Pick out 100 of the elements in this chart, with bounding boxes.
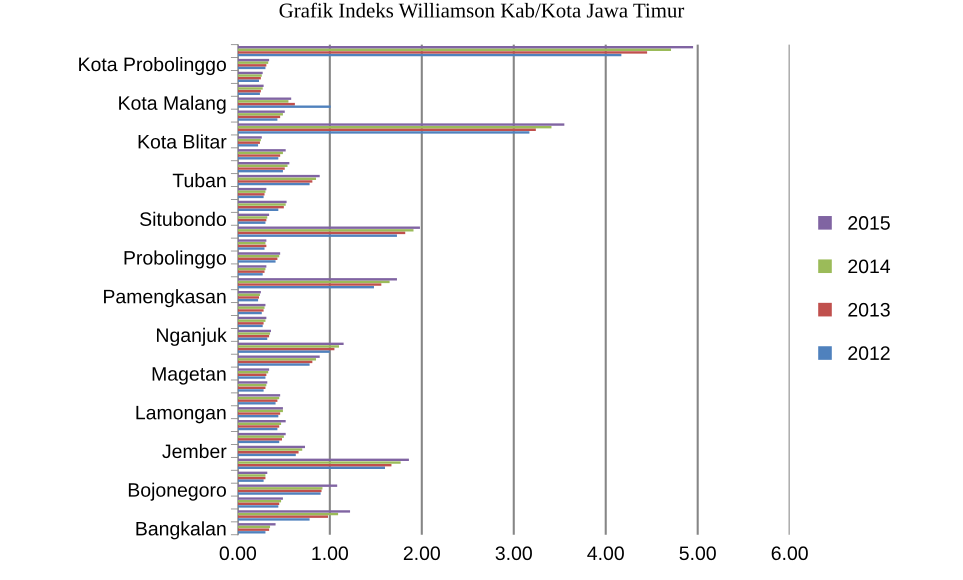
y-tick-label: Jember — [162, 444, 226, 458]
bar — [238, 402, 276, 404]
bar — [238, 265, 266, 268]
bar — [238, 306, 265, 309]
bar — [238, 394, 280, 397]
bar — [238, 142, 260, 144]
bar — [238, 350, 330, 353]
bar — [238, 436, 284, 438]
bar — [238, 193, 265, 196]
bar — [238, 384, 266, 386]
bar — [238, 218, 266, 222]
legend-label: 2014 — [848, 259, 890, 274]
bar — [238, 386, 266, 389]
bar — [238, 157, 278, 160]
bar — [238, 234, 397, 237]
bar — [238, 164, 288, 168]
bar — [238, 200, 287, 204]
bar — [238, 472, 268, 474]
bar — [238, 428, 278, 430]
bar — [238, 368, 270, 371]
bar — [238, 371, 268, 374]
bar — [238, 128, 536, 132]
bar — [238, 180, 312, 183]
bar — [238, 487, 322, 490]
bar — [238, 294, 260, 296]
legend-label: 2013 — [848, 302, 890, 317]
bar — [238, 260, 276, 263]
y-tick-label: Magetan — [152, 367, 226, 385]
bar — [238, 334, 270, 338]
bar — [238, 77, 261, 80]
bar — [238, 98, 292, 100]
bar — [238, 254, 280, 258]
bar — [238, 458, 409, 462]
y-tick-label: Tuban — [172, 173, 226, 188]
y-tick-label: Probolinggo — [124, 250, 226, 269]
bar — [238, 286, 374, 288]
bar — [238, 258, 278, 260]
bar — [238, 410, 283, 412]
bar — [238, 451, 299, 454]
bar — [238, 46, 694, 48]
bar — [238, 338, 268, 340]
y-tick-label: Pamengkasan — [104, 289, 226, 308]
bar — [238, 149, 286, 152]
bar — [238, 512, 338, 516]
bar — [238, 399, 278, 402]
bar — [238, 516, 328, 518]
bar — [238, 48, 672, 51]
bar — [238, 84, 264, 88]
legend-label: 2012 — [848, 346, 890, 360]
bar — [238, 214, 270, 216]
bar — [238, 374, 266, 376]
bar — [238, 291, 261, 294]
bar — [238, 420, 286, 422]
bar — [238, 144, 258, 147]
bar — [238, 80, 260, 82]
bar — [238, 229, 414, 232]
bar — [238, 61, 268, 64]
bar — [238, 90, 261, 92]
bar — [238, 454, 296, 456]
bar — [238, 342, 344, 345]
bar — [238, 206, 284, 208]
bar — [238, 244, 266, 248]
bar — [238, 500, 282, 502]
x-tick-label: 6.00 — [772, 546, 808, 560]
y-tick-label: Bojonegoro — [128, 482, 226, 501]
bar — [238, 110, 285, 113]
y-tick-label: Nganjuk — [157, 328, 227, 346]
y-tick-label: Kota Probolinggo — [79, 56, 226, 76]
bar — [238, 322, 264, 324]
bar — [238, 348, 334, 350]
bar — [238, 162, 290, 164]
bar — [238, 474, 266, 477]
bar — [238, 484, 338, 487]
bar — [238, 464, 392, 466]
y-tick-label: Bangkalan — [136, 521, 226, 540]
bar — [238, 523, 276, 526]
bar — [238, 448, 302, 451]
bar — [238, 330, 271, 332]
bar — [238, 518, 310, 521]
y-tick-label: Kota Malang — [119, 96, 226, 114]
bar — [238, 389, 264, 392]
bar — [238, 298, 258, 302]
y-tick-label: Lamongan — [136, 406, 226, 424]
bar — [238, 126, 552, 128]
bar — [238, 74, 262, 77]
bar — [238, 466, 386, 469]
bar — [238, 273, 263, 276]
bar — [238, 222, 266, 224]
bar — [238, 226, 420, 229]
legend-label: 2015 — [848, 216, 890, 230]
bar — [238, 283, 382, 286]
bar — [238, 174, 320, 178]
bar — [238, 319, 266, 322]
bar — [238, 105, 331, 108]
x-tick-label: 0.00 — [220, 546, 256, 560]
bar — [238, 278, 397, 280]
bar — [238, 92, 260, 95]
bar — [238, 113, 283, 116]
x-tick-label: 4.00 — [587, 546, 624, 560]
bar — [238, 208, 278, 212]
